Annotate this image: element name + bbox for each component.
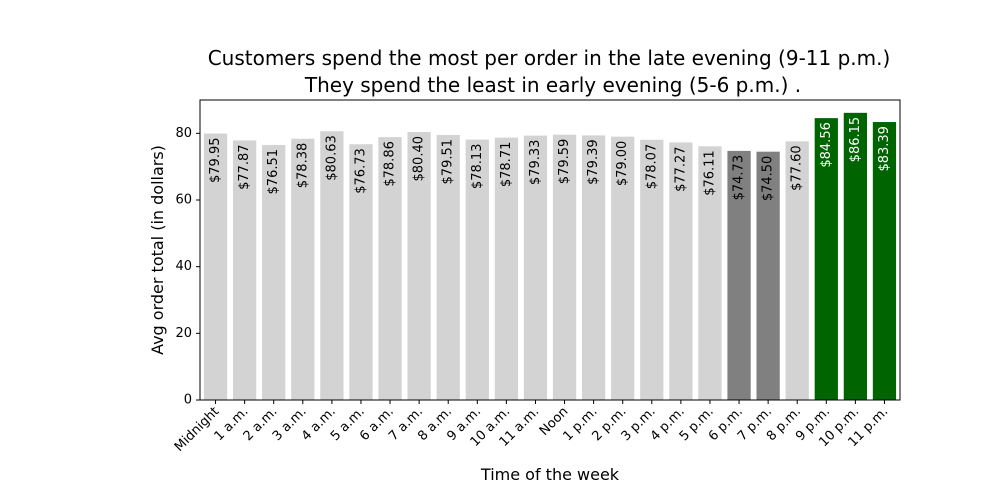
bar-value-label-23: $83.39 — [877, 126, 892, 172]
y-tick-label-2: 40 — [175, 259, 192, 274]
y-axis-label: Avg order total (in dollars) — [148, 145, 167, 355]
bar-value-label-19: $74.50 — [761, 156, 776, 202]
bar-value-label-8: $79.51 — [441, 139, 456, 185]
bar-value-label-15: $78.07 — [644, 144, 659, 190]
bar-14 — [611, 136, 635, 401]
bar-20 — [785, 141, 809, 400]
plot-frame — [199, 99, 901, 401]
y-tick-label-3: 60 — [175, 193, 192, 208]
bar-17 — [698, 146, 722, 400]
bar-22 — [843, 112, 868, 400]
bar-value-label-9: $78.13 — [470, 144, 485, 190]
bar-13 — [581, 135, 606, 400]
bar-value-label-16: $77.27 — [673, 146, 688, 192]
bar-value-label-2: $76.51 — [266, 149, 281, 195]
x-axis-label: Time of the week — [480, 465, 620, 484]
bar-6 — [378, 137, 402, 400]
y-tick-label-0: 0 — [184, 393, 192, 408]
bar-value-label-22: $86.15 — [848, 117, 863, 163]
bar-value-label-11: $79.33 — [528, 140, 543, 186]
bar-value-label-21: $84.56 — [819, 122, 834, 168]
bar-value-label-3: $78.38 — [295, 143, 310, 189]
bar-value-label-1: $77.87 — [237, 144, 252, 190]
bars-group — [203, 112, 897, 401]
bar-value-label-20: $77.60 — [790, 145, 805, 191]
y-tick-label-4: 80 — [175, 126, 192, 141]
bar-7 — [407, 132, 431, 400]
bar-16 — [669, 142, 693, 400]
bar-value-label-6: $78.86 — [383, 141, 398, 187]
bar-21 — [814, 118, 838, 400]
bar-labels-group: $79.95 $77.87 $76.51 $78.38 $80.63 $76.73 $78.… — [208, 117, 892, 201]
bar-15 — [640, 139, 664, 400]
bar-value-label-10: $78.71 — [499, 142, 514, 188]
y-tick-label-1: 20 — [175, 326, 192, 341]
bar-value-label-0: $79.95 — [208, 138, 223, 184]
bar-8 — [436, 134, 460, 400]
bar-9 — [465, 139, 489, 400]
bar-3 — [291, 138, 315, 401]
bar-value-label-14: $79.00 — [615, 141, 630, 187]
bar-value-label-17: $76.11 — [702, 150, 717, 196]
bar-23 — [872, 122, 897, 400]
bar-1 — [232, 140, 257, 400]
bar-2 — [262, 144, 286, 400]
bar-value-label-12: $79.59 — [557, 139, 572, 185]
bar-4 — [320, 131, 344, 401]
y-axis-ticks: 0 20 40 60 80 — [175, 126, 200, 408]
bar-12 — [552, 134, 577, 400]
bar-11 — [523, 135, 548, 400]
chart-title-line-1: Customers spend the most per order in th… — [208, 46, 891, 70]
bar-0 — [203, 133, 228, 400]
bar-value-label-13: $79.39 — [586, 139, 601, 185]
bar-value-label-7: $80.40 — [412, 136, 427, 182]
bar-18 — [727, 150, 751, 400]
bar-10 — [494, 137, 519, 400]
bar-5 — [349, 144, 373, 400]
chart-title-line-2: They spend the least in early evening (5… — [304, 73, 801, 97]
bar-19 — [756, 151, 780, 400]
bar-value-label-4: $80.63 — [324, 135, 339, 181]
bar-value-label-5: $76.73 — [353, 148, 368, 194]
bar-value-label-18: $74.73 — [732, 155, 747, 201]
